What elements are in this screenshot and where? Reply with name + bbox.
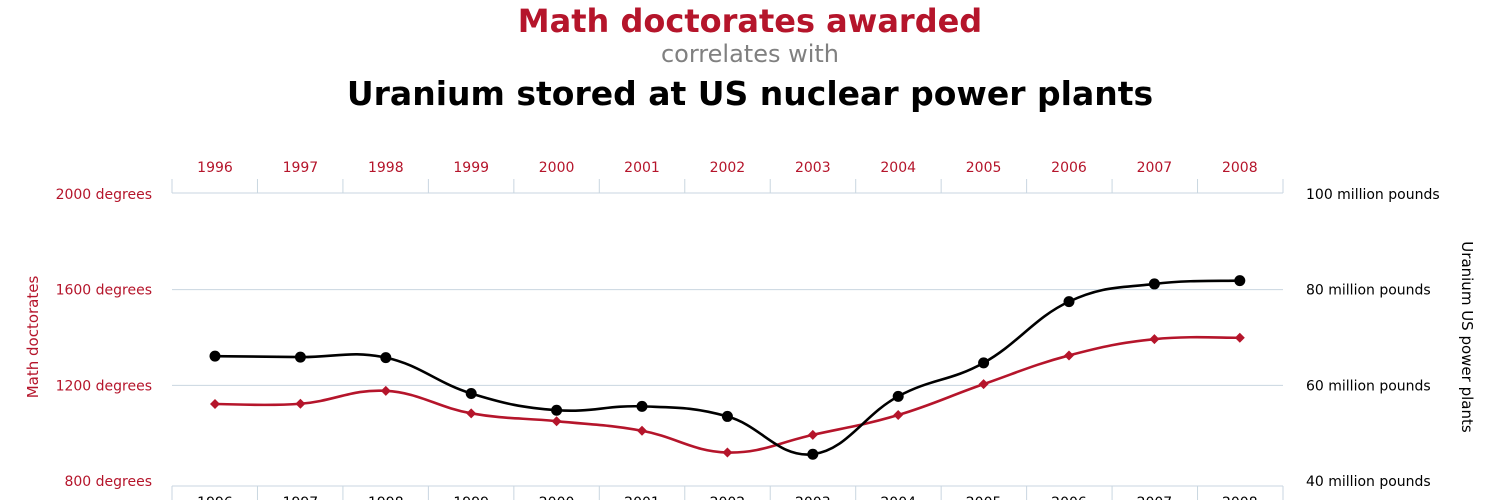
- data-point-math-doctorates: [380, 385, 391, 396]
- data-point-uranium: [294, 351, 306, 363]
- x-tick-label-top: 2007: [1137, 160, 1173, 176]
- data-point-uranium: [551, 404, 563, 416]
- y-right-tick-label: 100 million pounds: [1306, 187, 1440, 203]
- chart-connector-text: correlates with: [660, 40, 840, 68]
- x-tick-label-top: 2005: [966, 160, 1002, 176]
- y-left-axis-title: Math doctorates: [24, 276, 42, 399]
- data-point-uranium: [380, 352, 392, 364]
- x-tick-label-top: 2001: [624, 160, 660, 176]
- data-point-uranium: [1063, 296, 1075, 308]
- x-tick-label-bottom: 2001: [624, 495, 660, 500]
- data-point-uranium: [807, 448, 819, 460]
- x-tick-label-bottom: 1999: [453, 495, 489, 500]
- data-point-uranium: [636, 400, 648, 412]
- series-line-uranium: [214, 279, 1240, 456]
- data-point-uranium: [1148, 278, 1160, 290]
- x-tick-label-bottom: 1998: [368, 495, 404, 500]
- data-point-math-doctorates: [978, 379, 989, 390]
- chart-subtitle: Uranium stored at US nuclear power plant…: [346, 74, 1154, 113]
- data-point-math-doctorates: [637, 425, 647, 436]
- x-tick-label-top: 2000: [539, 160, 575, 176]
- y-right-axis-title: Uranium US power plants: [1458, 241, 1476, 433]
- y-left-tick-label: 800 degrees: [64, 474, 152, 490]
- x-tick-label-bottom: 2000: [539, 495, 575, 500]
- data-point-math-doctorates: [466, 408, 477, 419]
- data-point-math-doctorates: [295, 398, 306, 409]
- x-tick-label-top: 1998: [368, 160, 404, 176]
- data-point-math-doctorates: [893, 409, 904, 420]
- x-tick-label-bottom: 2005: [966, 495, 1002, 500]
- data-point-uranium: [465, 387, 477, 399]
- data-point-uranium: [892, 390, 904, 402]
- data-point-math-doctorates: [210, 398, 220, 409]
- y-left-tick-label: 1600 degrees: [56, 283, 152, 299]
- x-tick-label-bottom: 2008: [1222, 495, 1258, 500]
- x-tick-label-bottom: 2002: [710, 495, 746, 500]
- y-left-tick-label: 1200 degrees: [56, 378, 152, 394]
- data-point-math-doctorates: [1149, 334, 1160, 345]
- x-tick-label-top: 1999: [453, 160, 489, 176]
- x-tick-label-bottom: 2003: [795, 495, 831, 500]
- x-tick-label-top: 2008: [1222, 160, 1258, 176]
- data-point-math-doctorates: [1064, 350, 1074, 361]
- x-tick-label-top: 2002: [710, 160, 746, 176]
- data-point-uranium: [1234, 275, 1246, 287]
- y-right-tick-label: 40 million pounds: [1306, 474, 1431, 490]
- x-tick-label-bottom: 1997: [283, 495, 319, 500]
- x-tick-label-top: 1997: [283, 160, 319, 176]
- data-point-math-doctorates: [1234, 332, 1245, 343]
- data-point-math-doctorates: [551, 416, 562, 427]
- chart-title: Math doctorates awarded: [517, 2, 983, 40]
- data-point-uranium: [978, 357, 990, 369]
- x-tick-label-top: 2004: [880, 160, 916, 176]
- x-tick-label-bottom: 2004: [880, 495, 916, 500]
- data-point-uranium: [721, 410, 733, 422]
- x-tick-label-top: 2006: [1051, 160, 1087, 176]
- y-left-tick-label: 2000 degrees: [56, 187, 152, 203]
- x-tick-label-top: 2003: [795, 160, 831, 176]
- data-point-math-doctorates: [807, 429, 818, 440]
- data-point-math-doctorates: [722, 447, 733, 458]
- y-right-tick-label: 80 million pounds: [1306, 283, 1431, 299]
- x-tick-label-bottom: 2006: [1051, 495, 1087, 500]
- x-tick-label-bottom: 2007: [1137, 495, 1173, 500]
- y-right-tick-label: 60 million pounds: [1306, 378, 1431, 394]
- x-tick-label-bottom: 1996: [197, 495, 233, 500]
- x-tick-label-top: 1996: [197, 160, 233, 176]
- data-point-uranium: [209, 350, 221, 362]
